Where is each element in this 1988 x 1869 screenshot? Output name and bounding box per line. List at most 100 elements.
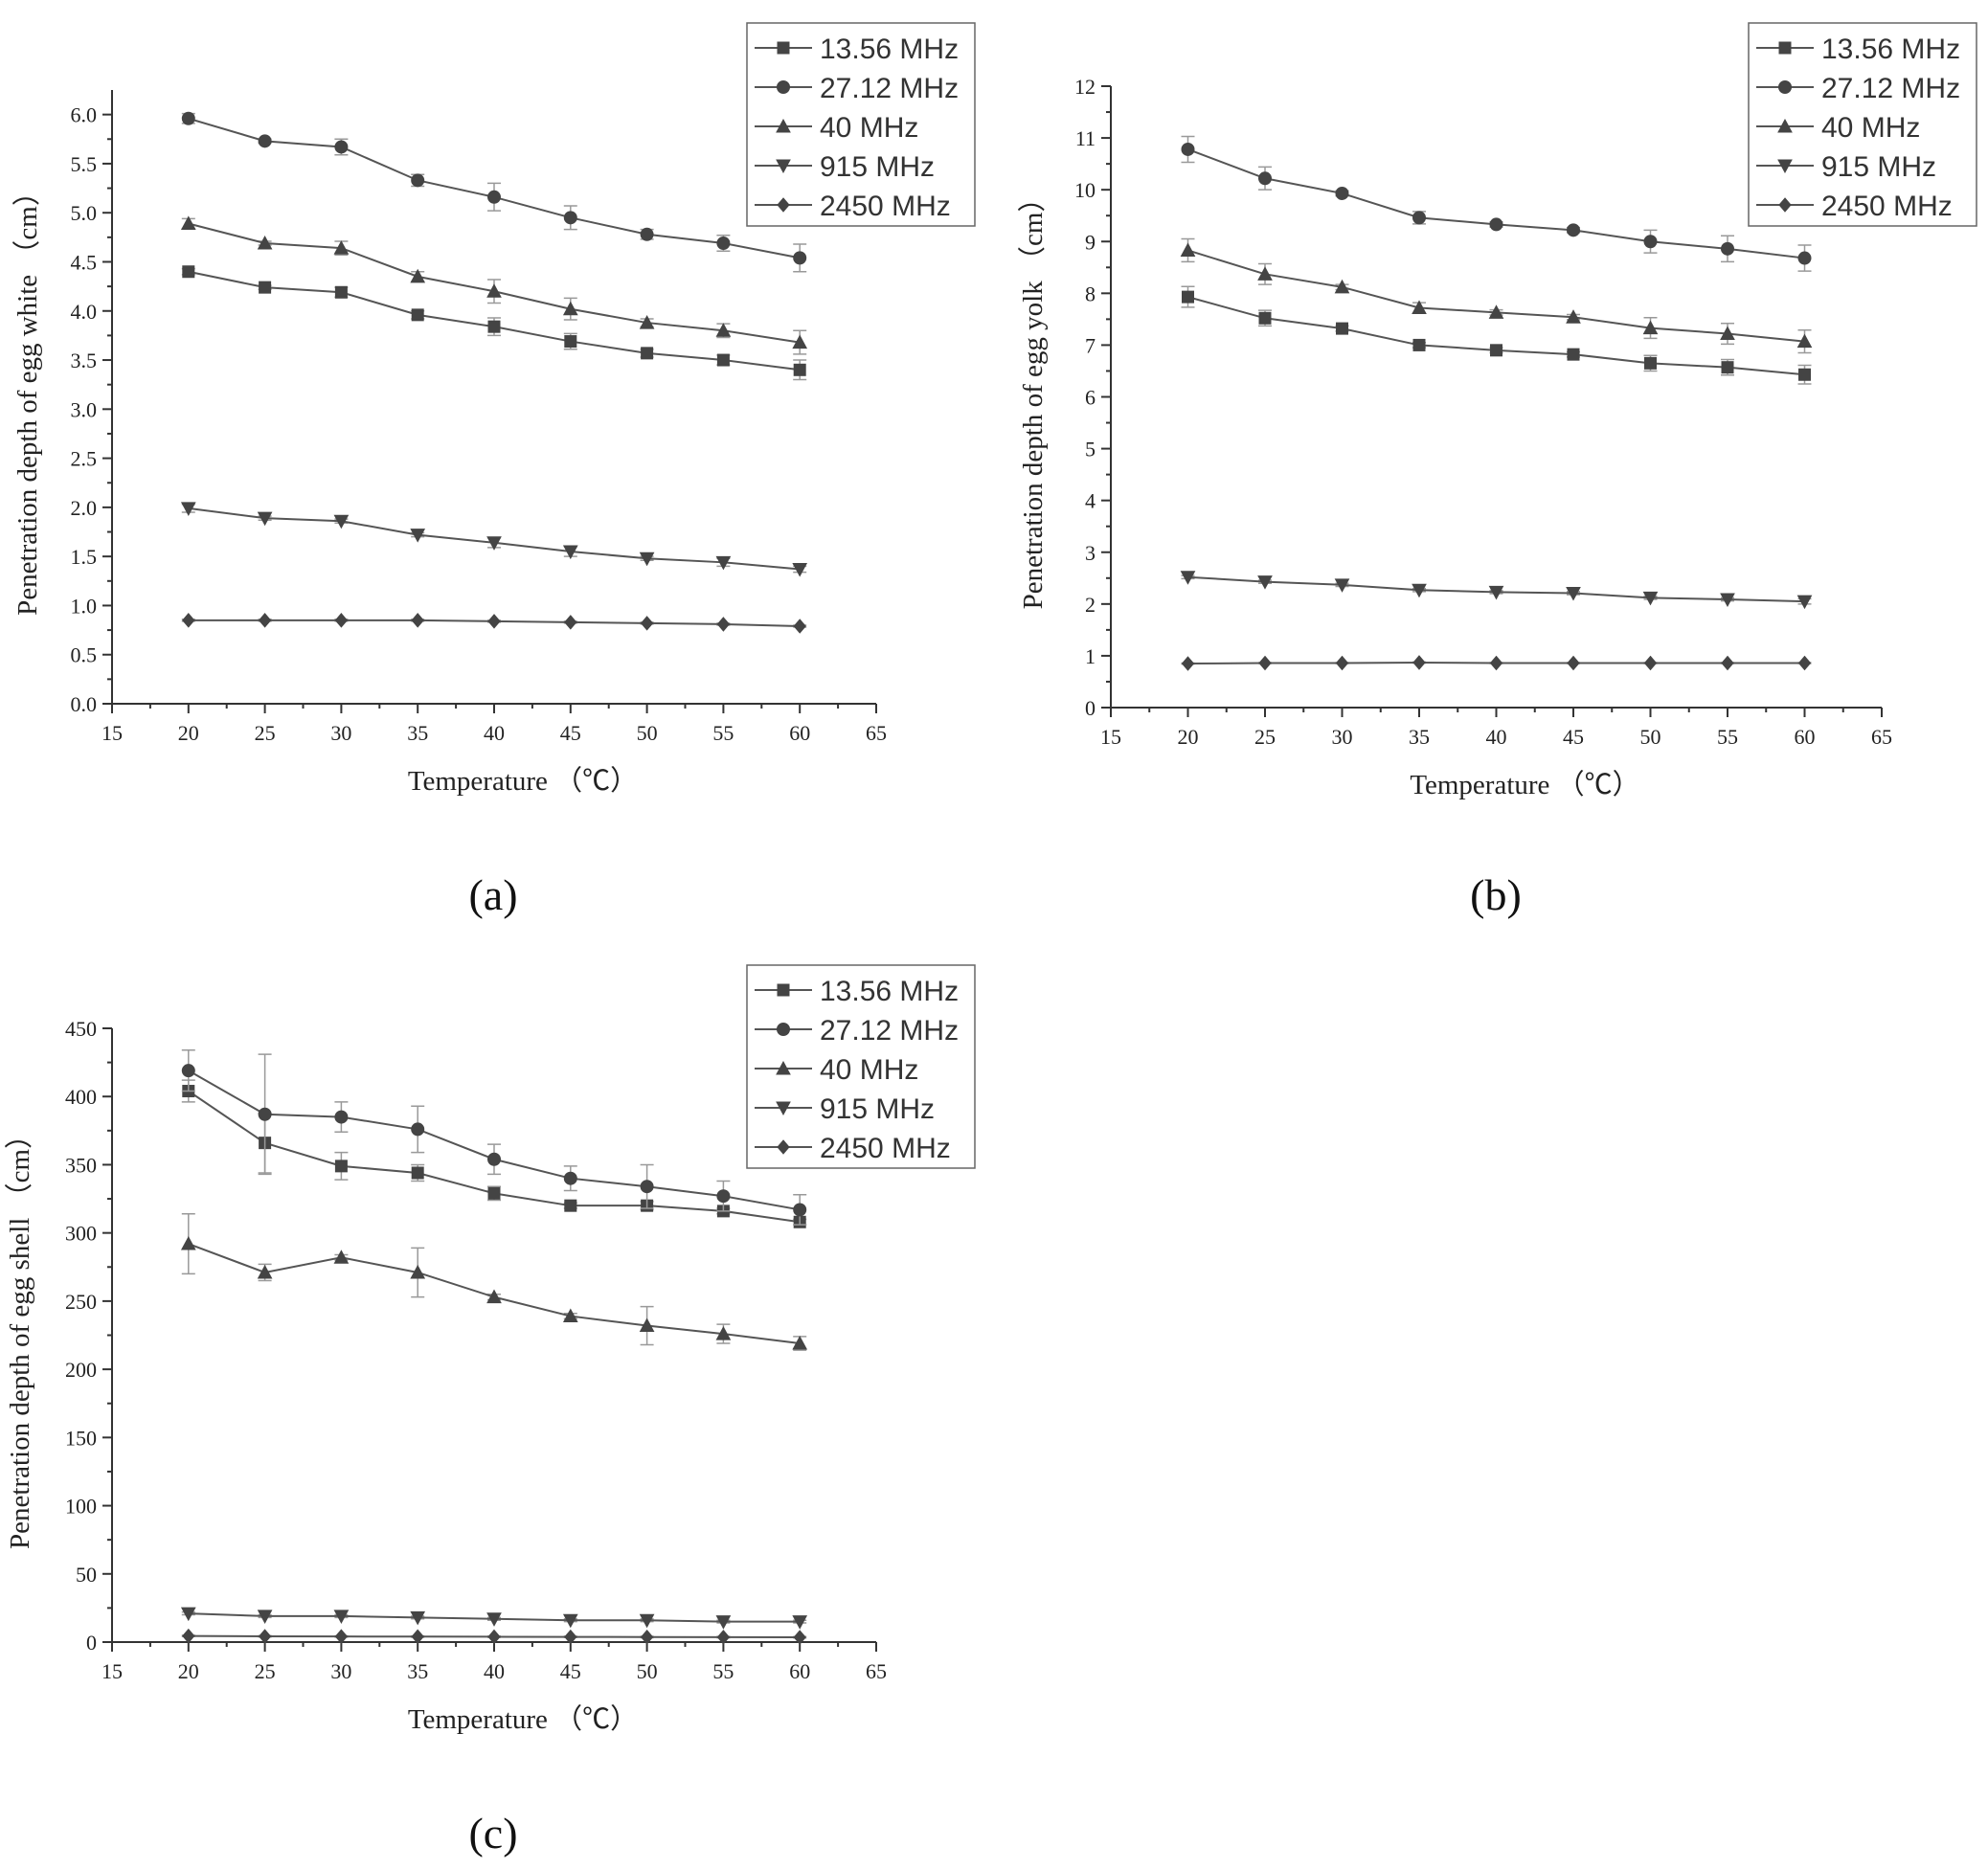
- x-tick-label: 30: [330, 721, 351, 745]
- y-tick-label: 5.5: [71, 152, 98, 176]
- series-13-56-mhz: [1181, 285, 1812, 385]
- data-point: [257, 1610, 273, 1624]
- data-point: [180, 215, 196, 230]
- data-point: [715, 555, 732, 571]
- data-point: [411, 308, 424, 322]
- data-point: [716, 1630, 731, 1645]
- series-line: [1187, 148, 1805, 259]
- data-point: [639, 1317, 655, 1333]
- data-point: [1644, 356, 1657, 370]
- data-point: [486, 1289, 502, 1304]
- series-2450-mhz: [181, 613, 807, 634]
- data-point: [716, 1189, 731, 1204]
- x-tick-label: 20: [178, 721, 199, 745]
- data-point: [411, 173, 425, 188]
- legend-marker: [777, 983, 790, 997]
- series-915-mhz: [180, 1607, 808, 1630]
- data-point: [639, 1613, 655, 1629]
- data-point: [1566, 586, 1581, 601]
- chart-panel-b: 15 20 25 30 35 40 45 50 55 60 650123456789101112Te…: [1018, 22, 1977, 919]
- x-axis-title: Temperature （℃）: [408, 1704, 638, 1735]
- x-tick-label: 55: [712, 1659, 734, 1683]
- legend-marker: [777, 1139, 790, 1155]
- data-point: [1490, 344, 1502, 357]
- data-point: [410, 529, 426, 543]
- data-point: [1720, 326, 1735, 341]
- data-point: [182, 1628, 195, 1644]
- data-point: [1567, 655, 1580, 671]
- data-point: [1335, 655, 1349, 671]
- y-tick-label: 2.5: [71, 447, 98, 471]
- legend-marker: [777, 1023, 790, 1036]
- data-point: [1336, 322, 1348, 335]
- y-tick-label: 1.5: [71, 545, 98, 569]
- series-27-12-mhz: [181, 1049, 807, 1226]
- legend-label: 40 MHz: [820, 1054, 918, 1086]
- y-tick-label: 6: [1085, 386, 1096, 410]
- data-point: [792, 562, 808, 577]
- data-point: [1567, 348, 1580, 361]
- data-point: [1721, 241, 1734, 256]
- data-point: [1797, 251, 1812, 265]
- data-point: [1182, 290, 1194, 304]
- data-point: [257, 1264, 273, 1279]
- legend-marker: [1777, 118, 1793, 133]
- data-point: [1642, 320, 1659, 335]
- data-point: [487, 1629, 501, 1645]
- data-point: [486, 536, 502, 551]
- series-915-mhz: [1180, 571, 1813, 610]
- data-point: [793, 363, 806, 376]
- x-tick-label: 50: [1640, 725, 1661, 749]
- x-tick-label: 55: [1717, 725, 1738, 749]
- legend-marker: [1778, 197, 1792, 213]
- legend-label: 27.12 MHz: [1821, 73, 1960, 104]
- y-tick-label: 2.0: [71, 496, 98, 520]
- data-point: [1720, 593, 1735, 608]
- data-point: [1488, 585, 1504, 600]
- data-point: [1797, 655, 1812, 671]
- data-point: [1796, 333, 1813, 349]
- x-tick-label: 65: [1871, 725, 1892, 749]
- y-tick-label: 50: [76, 1563, 97, 1587]
- legend-label: 915 MHz: [1821, 151, 1936, 183]
- series-27-12-mhz: [181, 111, 807, 273]
- series-40-mhz: [180, 215, 808, 355]
- legend-marker: [776, 1101, 791, 1116]
- data-point: [411, 1166, 424, 1180]
- x-tick-label: 15: [102, 721, 123, 745]
- y-tick-label: 0.0: [71, 692, 98, 716]
- y-axis-title: Penetration depth of egg white （cm）: [12, 178, 43, 616]
- data-point: [334, 613, 349, 628]
- data-point: [564, 1629, 577, 1645]
- data-point: [564, 335, 577, 349]
- legend-marker: [1778, 80, 1792, 94]
- legend-label: 2450 MHz: [820, 1133, 951, 1164]
- x-tick-label: 40: [1486, 725, 1507, 749]
- y-tick-label: 5.0: [71, 201, 98, 225]
- data-point: [1796, 595, 1813, 610]
- data-point: [564, 1199, 577, 1212]
- data-point: [792, 334, 808, 349]
- data-point: [411, 1629, 424, 1645]
- y-tick-label: 400: [65, 1085, 97, 1109]
- x-tick-label: 30: [1332, 725, 1353, 749]
- data-point: [716, 353, 730, 367]
- series-2450-mhz: [1181, 655, 1812, 671]
- legend-label: 2450 MHz: [1821, 191, 1953, 222]
- series-40-mhz: [180, 1212, 808, 1351]
- x-tick-label: 65: [866, 721, 887, 745]
- data-point: [182, 265, 195, 279]
- y-tick-label: 3.0: [71, 397, 98, 421]
- data-point: [1412, 583, 1427, 598]
- legend-marker: [777, 80, 790, 94]
- data-point: [793, 251, 807, 265]
- data-point: [487, 614, 501, 629]
- data-point: [334, 140, 349, 154]
- data-point: [333, 240, 350, 255]
- legend-label: 13.56 MHz: [820, 34, 959, 65]
- y-tick-label: 300: [65, 1222, 97, 1246]
- data-point: [180, 1607, 196, 1622]
- data-point: [562, 1308, 578, 1323]
- data-point: [563, 1171, 577, 1185]
- x-tick-label: 45: [1563, 725, 1584, 749]
